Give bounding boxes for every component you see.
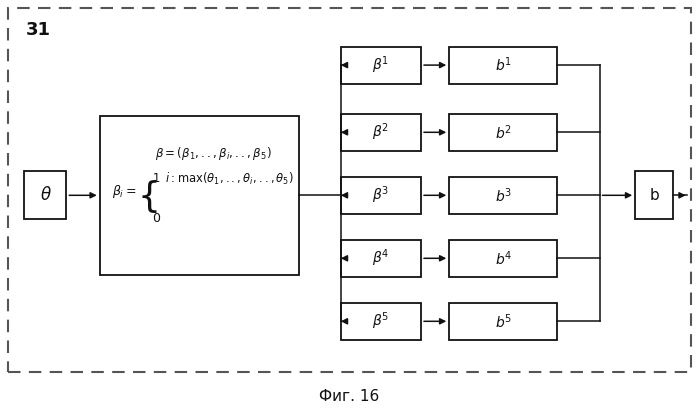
Bar (635, 171, 674, 219)
Text: $b^3$: $b^3$ (495, 186, 512, 205)
Text: $\beta^2$: $\beta^2$ (373, 121, 389, 143)
Text: $b^4$: $b^4$ (495, 249, 512, 268)
Text: $\beta_i=$: $\beta_i=$ (112, 183, 136, 199)
Text: $b^1$: $b^1$ (495, 56, 512, 74)
Bar (449, 240, 558, 277)
Bar (341, 47, 421, 84)
Bar (24, 171, 66, 219)
Text: $b^5$: $b^5$ (495, 312, 512, 331)
Text: {: { (137, 181, 160, 214)
Bar (449, 303, 558, 340)
Bar (341, 177, 421, 214)
Text: $0$: $0$ (152, 212, 161, 225)
Bar (449, 114, 558, 151)
Text: $\theta$: $\theta$ (40, 186, 51, 204)
Bar (449, 47, 558, 84)
Text: b: b (649, 188, 659, 203)
Text: $\beta^4$: $\beta^4$ (372, 247, 390, 269)
Text: Фиг. 16: Фиг. 16 (319, 389, 380, 404)
Text: $b^2$: $b^2$ (495, 123, 512, 142)
Text: 31: 31 (26, 21, 51, 39)
Text: $\beta=(\beta_1,..,\beta_i,..,\beta_5)$: $\beta=(\beta_1,..,\beta_i,..,\beta_5)$ (155, 145, 271, 162)
Bar (341, 240, 421, 277)
Bar (341, 303, 421, 340)
Bar (449, 177, 558, 214)
Text: $\beta^3$: $\beta^3$ (373, 184, 389, 206)
Bar (8, 8, 691, 372)
Text: $\beta^5$: $\beta^5$ (373, 310, 389, 332)
Text: $1\;\; i:\max(\theta_1,..,\theta_i,..,\theta_5)$: $1\;\; i:\max(\theta_1,..,\theta_i,..,\t… (152, 171, 294, 186)
Bar (99, 116, 299, 275)
Bar (341, 114, 421, 151)
Text: $\beta^1$: $\beta^1$ (373, 54, 389, 76)
